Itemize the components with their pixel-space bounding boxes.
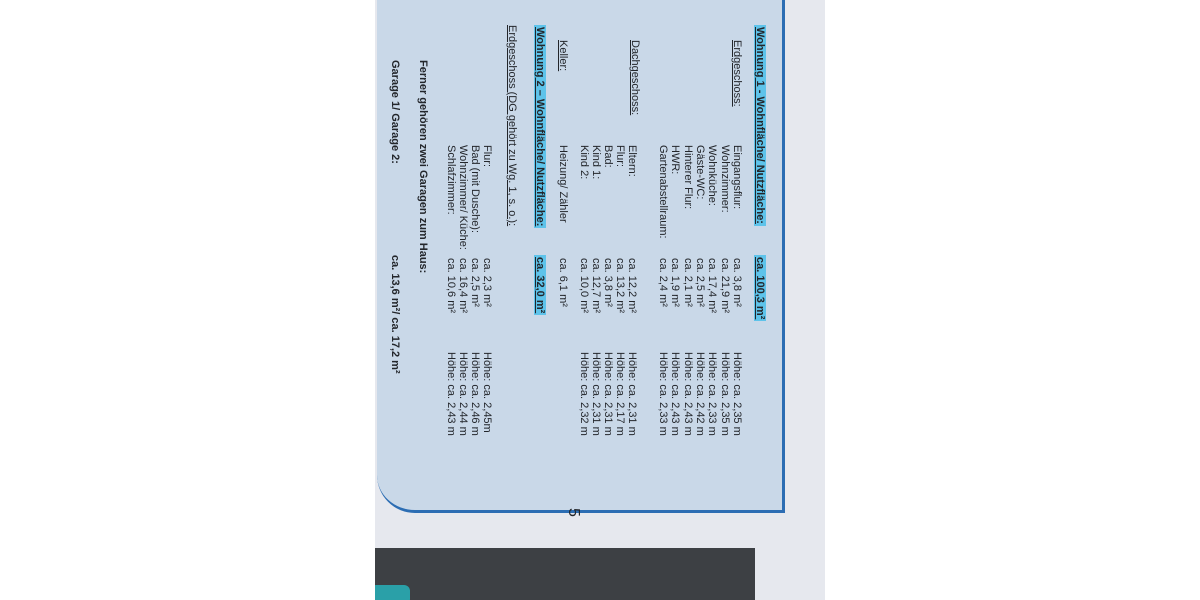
section-title: Wohnung 1 - Wohnfläche/ Nutzfläche:: [754, 25, 766, 226]
section-total: ca. 32,0 m²: [534, 255, 546, 316]
room-height: Höhe: ca. 2,44 m: [457, 352, 469, 436]
garage-value: ca. 13,6 m²/ ca. 17,2 m²: [389, 255, 401, 374]
room-area: ca. 2,1 m²: [681, 258, 694, 307]
room-height: Höhe: ca. 2,43 m: [445, 352, 457, 436]
garage-label: Garage 1/ Garage 2:: [389, 60, 401, 164]
room-height: Höhe: ca. 2,33 m: [706, 352, 719, 436]
room-height: Höhe: ca. 2,45m: [481, 352, 493, 433]
room-area: ca. 16,4 m²: [457, 258, 469, 314]
room-area: ca. 2,5 m²: [694, 258, 707, 307]
room-height: Höhe: ca. 2,31 m: [602, 352, 614, 436]
room-area: ca. 6,1 m²: [557, 258, 569, 307]
room-area: ca. 2,5 m²: [469, 258, 481, 307]
room-name: Eltern:: [626, 145, 638, 177]
room-name: Heizung/ Zähler: [557, 145, 569, 223]
document-page: 5 Wohnung 1 - Wohnfläche/ Nutzfläche: ca.…: [375, 0, 825, 600]
room-area: ca. 1,9 m²: [669, 258, 682, 307]
room-name: Gartenabstellraum:: [657, 145, 670, 239]
room-name: Schlafzimmer:: [445, 145, 457, 215]
group-label: Dachgeschoss:: [629, 40, 641, 116]
room-height: Höhe: ca. 2,42 m: [694, 352, 707, 436]
room-name: Bad (mit Dusche):: [469, 145, 481, 234]
room-area: ca. 17,4 m²: [706, 258, 719, 314]
room-height: Höhe: ca. 2,17 m: [614, 352, 626, 436]
group-label: Erdgeschoss:: [731, 40, 743, 107]
photo: 5 Wohnung 1 - Wohnfläche/ Nutzfläche: ca.…: [375, 0, 825, 600]
room-area: ca. 21,9 m²: [718, 258, 731, 314]
room-area: ca. 12,7 m²: [590, 258, 602, 314]
group-label: Keller:: [557, 40, 569, 72]
room-height: Höhe: ca. 2,35 m: [731, 352, 743, 436]
room-name: Flur:: [614, 145, 626, 167]
room-name: Bad:: [602, 145, 614, 168]
room-area: ca. 13,2 m²: [614, 258, 626, 314]
room-height: Höhe: ca. 2,35 m: [718, 352, 731, 436]
room-name: Flur:: [481, 145, 493, 167]
room-name: Wohnzimmer/ Küche:: [457, 145, 469, 250]
object: [375, 585, 410, 600]
room-name: Eingangsflur:: [731, 145, 743, 210]
room-name: HWR:: [669, 145, 682, 175]
section-title: Wohnung 2 – Wohnfläche/ Nutzfläche:: [534, 25, 546, 229]
room-area: ca. 2,3 m²: [481, 258, 493, 307]
room-area: ca. 2,4 m²: [657, 258, 670, 307]
room-area: ca. 12,2 m²: [626, 258, 638, 314]
group-label: Erdgeschoss (DG gehört zu Wg. 1, s. o.):: [506, 25, 518, 227]
room-name: Kind 1:: [590, 145, 602, 180]
room-name: Wohnzimmer:: [718, 145, 731, 213]
room-name: Gäste-WC:: [694, 145, 707, 200]
room-area: ca. 10,0 m²: [578, 258, 590, 314]
room-name: Kind 2:: [578, 145, 590, 180]
info-panel: [377, 0, 785, 513]
room-area: ca. 10,6 m²: [445, 258, 457, 314]
room-height: Höhe: ca. 2,46 m: [469, 352, 481, 436]
room-height: Höhe: ca. 2,32 m: [578, 352, 590, 436]
garage-intro: Ferner gehören zwei Garagen zum Haus:: [417, 60, 429, 274]
room-area: ca. 3,8 m²: [731, 258, 743, 307]
room-area: ca. 3,8 m²: [602, 258, 614, 307]
room-height: Höhe: ca. 2,43 m: [669, 352, 682, 436]
section-total: ca. 100,3 m²: [754, 255, 766, 322]
room-height: Höhe: ca. 2,31 m: [626, 352, 638, 436]
table-surface: [375, 548, 755, 600]
room-name: Wohnküche:: [706, 145, 719, 206]
room-name: Hinterer Flur:: [681, 145, 694, 210]
room-height: Höhe: ca. 2,31 m: [590, 352, 602, 436]
room-height: Höhe: ca. 2,33 m: [657, 352, 670, 436]
room-height: Höhe: ca. 2,43 m: [681, 352, 694, 436]
page-number: 5: [565, 508, 582, 517]
